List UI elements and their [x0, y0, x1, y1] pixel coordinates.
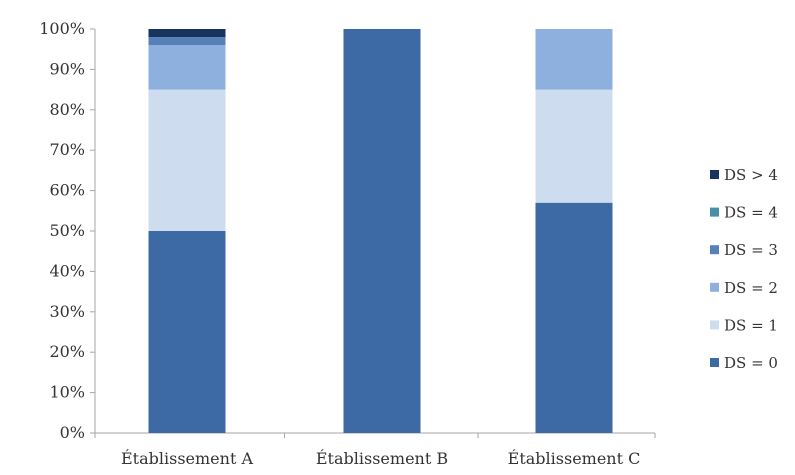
y-tick-label: 0% [60, 423, 85, 442]
legend-label: DS = 3 [724, 241, 778, 259]
legend-swatch [710, 358, 719, 367]
bar-segment-ds-2 [148, 45, 226, 90]
x-category-label: Établissement A [121, 448, 253, 468]
bar-segment-ds-4 [148, 29, 226, 38]
x-category-label: Établissement C [508, 448, 641, 468]
legend-swatch [710, 170, 719, 179]
legend-label: DS = 1 [724, 316, 778, 334]
bar-segment-ds-0 [148, 231, 226, 433]
legend-swatch [710, 320, 719, 330]
bar-segment-ds-1 [535, 89, 613, 203]
y-tick-label: 50% [49, 221, 85, 240]
legend-label: DS = 4 [724, 204, 778, 222]
bar-segment-ds-2 [535, 29, 613, 90]
legend-label: DS = 2 [724, 279, 778, 297]
y-tick-label: 40% [49, 261, 85, 280]
legend-swatch [710, 207, 719, 217]
bar-segment-ds-0 [535, 202, 613, 433]
y-tick-label: 90% [49, 59, 85, 78]
y-tick-label: 70% [49, 140, 85, 159]
bar-segment-ds-0 [343, 29, 421, 433]
y-tick-label: 80% [49, 100, 85, 119]
y-tick-label: 10% [49, 383, 85, 402]
y-tick-label: 30% [49, 302, 85, 321]
y-tick-label: 100% [39, 19, 85, 38]
legend-swatch [710, 245, 719, 255]
legend-label: DS = 0 [724, 354, 778, 372]
y-tick-label: 20% [49, 342, 85, 361]
legend-swatch [710, 282, 719, 292]
bar-segment-ds-3 [148, 37, 226, 46]
legend-label: DS > 4 [724, 166, 778, 184]
bar-segment-ds-1 [148, 89, 226, 231]
x-category-label: Établissement B [316, 448, 448, 468]
y-tick-label: 60% [49, 181, 85, 200]
